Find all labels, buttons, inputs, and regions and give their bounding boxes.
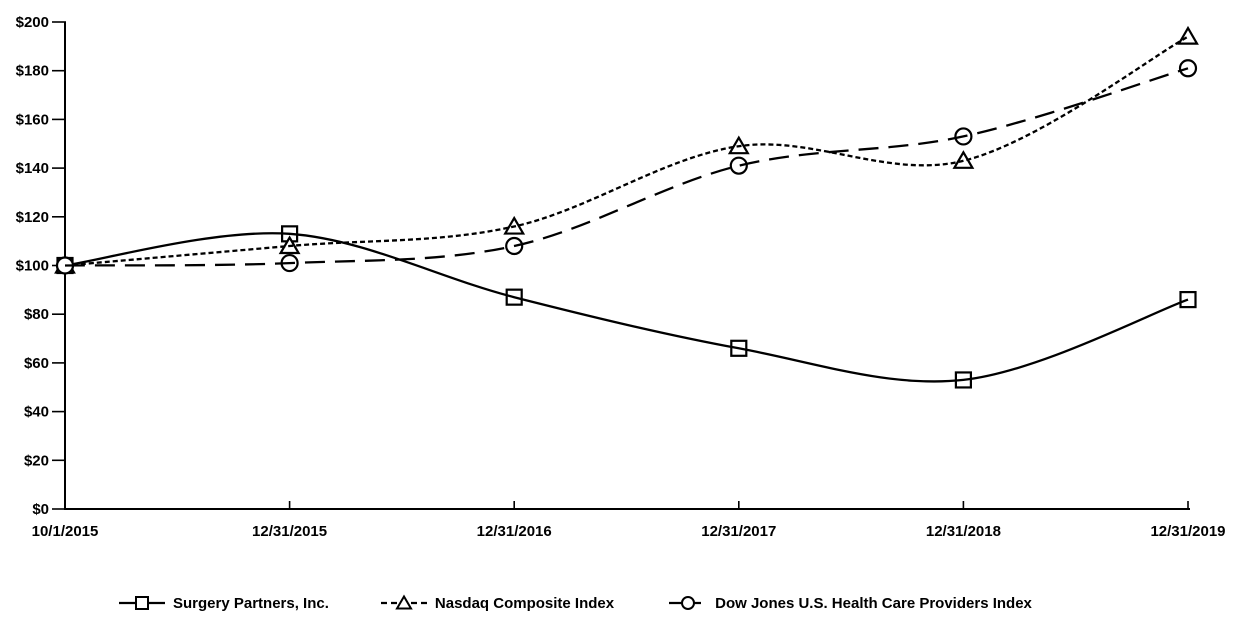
y-axis-tick-label: $40 — [24, 404, 49, 421]
x-axis-tick-label: 10/1/2015 — [32, 523, 99, 540]
y-axis-tick-label: $160 — [16, 111, 49, 128]
y-axis-tick-label: $140 — [16, 160, 49, 177]
performance-chart: $0 $20 $40 $60 $80 $100 $120 $140 $160 $180 $200 10… — [16, 14, 1226, 540]
x-axis-tick-label: 12/31/2016 — [477, 523, 552, 540]
series-line-surgery-partners-inc — [64, 232, 1189, 383]
legend-item-nasdaq-composite-index: Nasdaq Composite Index — [380, 594, 615, 612]
legend-label: Surgery Partners, Inc. — [173, 594, 329, 612]
legend-label: Dow Jones U.S. Health Care Providers Ind… — [715, 594, 1032, 612]
marker-triangle — [1177, 25, 1199, 45]
y-axis-tick-label: $180 — [16, 63, 49, 80]
legend-item-surgery-partners-inc: Surgery Partners, Inc. — [119, 594, 329, 612]
marker-circle — [1178, 59, 1198, 78]
chart-legend: Surgery Partners, Inc. Nasdaq Composite I… — [0, 594, 1252, 612]
y-axis-tick-label: $20 — [24, 452, 49, 469]
x-axis-tick-label: 12/31/2017 — [701, 523, 776, 540]
y-axis-tick-label: $80 — [24, 306, 49, 323]
legend-item-dow-jones-u-s-health-care-providers-index: Dow Jones U.S. Health Care Providers Ind… — [669, 594, 1032, 612]
legend-marker-triangle — [380, 594, 427, 610]
y-axis-tick-label: $200 — [16, 14, 49, 31]
series-line-dow-jones-u-s-health-care-providers-index — [64, 67, 1189, 267]
x-axis-tick-label: 12/31/2019 — [1150, 523, 1225, 540]
x-axis-tick-label: 12/31/2015 — [252, 523, 327, 540]
legend-marker-circle — [669, 596, 708, 610]
marker-square — [1179, 290, 1197, 309]
y-axis-tick-label: $120 — [16, 209, 49, 226]
legend-marker-square — [119, 596, 165, 610]
series-line-nasdaq-composite-index — [64, 35, 1189, 267]
legend-label: Nasdaq Composite Index — [434, 594, 615, 612]
y-axis-tick-label: $100 — [16, 258, 49, 275]
x-axis-tick-label: 12/31/2018 — [926, 523, 1001, 540]
marker-circle — [729, 156, 748, 175]
y-axis-tick-label: $0 — [32, 501, 49, 518]
y-axis-tick-label: $60 — [24, 355, 49, 372]
